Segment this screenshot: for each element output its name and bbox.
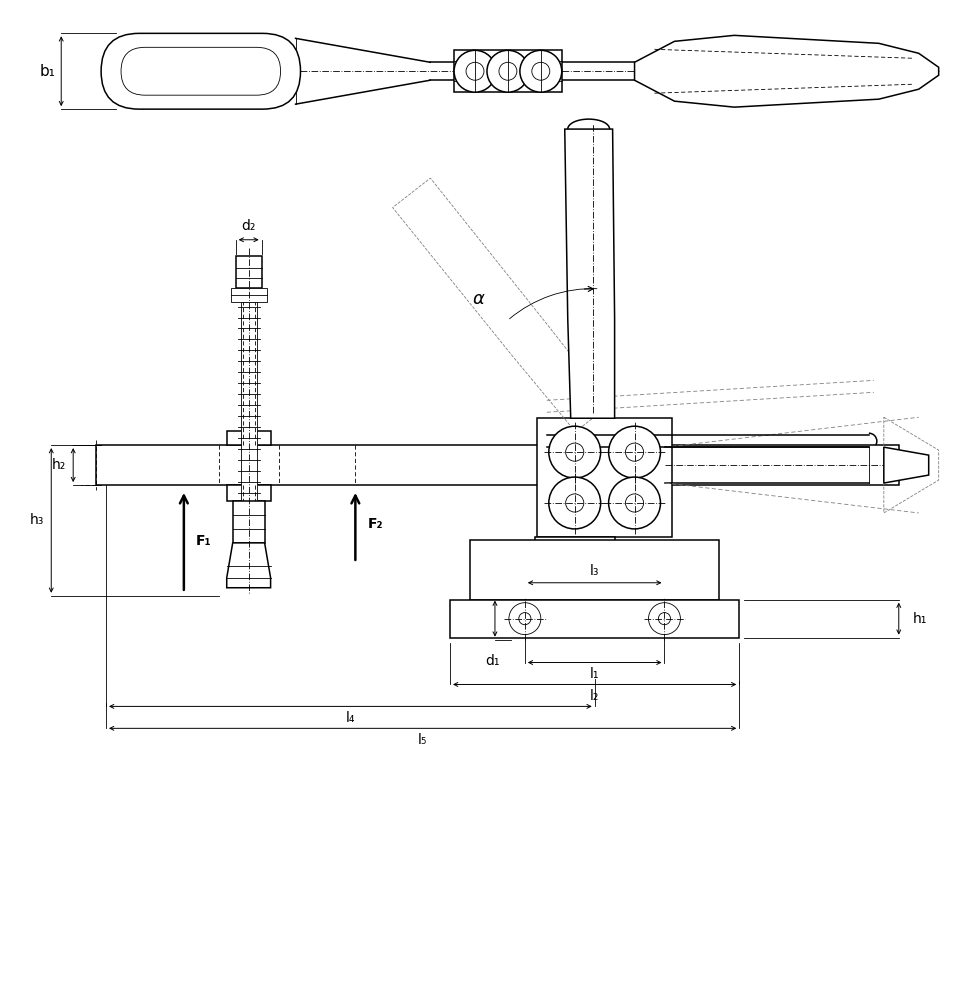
Bar — [450, 600, 739, 638]
Text: h₁: h₁ — [913, 612, 927, 626]
Bar — [454, 50, 562, 92]
Circle shape — [548, 477, 601, 529]
Polygon shape — [634, 35, 939, 107]
Circle shape — [609, 477, 660, 529]
FancyBboxPatch shape — [121, 47, 280, 95]
Bar — [535, 537, 614, 582]
Text: h₃: h₃ — [30, 513, 44, 527]
Text: l₁: l₁ — [590, 667, 599, 681]
Circle shape — [609, 426, 660, 478]
Polygon shape — [565, 129, 614, 418]
Circle shape — [548, 426, 601, 478]
Text: l₂: l₂ — [590, 689, 599, 703]
Text: F₁: F₁ — [196, 534, 211, 548]
Circle shape — [566, 494, 584, 512]
FancyBboxPatch shape — [101, 33, 300, 109]
Bar — [96, 445, 899, 485]
Text: l₃: l₃ — [590, 564, 599, 578]
Text: F₂: F₂ — [367, 517, 383, 531]
Circle shape — [532, 62, 549, 80]
Circle shape — [566, 443, 584, 461]
Circle shape — [626, 494, 644, 512]
Bar — [537, 418, 673, 537]
Circle shape — [499, 62, 517, 80]
Circle shape — [454, 50, 496, 92]
Text: b₁: b₁ — [39, 64, 56, 79]
Bar — [241, 302, 256, 501]
Circle shape — [658, 613, 671, 625]
Bar — [227, 485, 271, 501]
Circle shape — [626, 443, 644, 461]
Text: l₄: l₄ — [345, 711, 355, 725]
Bar — [233, 501, 265, 543]
Polygon shape — [227, 543, 271, 588]
Circle shape — [509, 603, 541, 635]
Circle shape — [466, 62, 484, 80]
Bar — [235, 256, 261, 288]
Circle shape — [487, 50, 529, 92]
Text: α: α — [472, 290, 484, 308]
Bar — [227, 431, 271, 445]
Polygon shape — [884, 447, 928, 483]
Bar — [231, 288, 267, 302]
Circle shape — [649, 603, 680, 635]
Circle shape — [520, 50, 562, 92]
Circle shape — [519, 613, 531, 625]
Text: l₅: l₅ — [418, 733, 428, 747]
Bar — [470, 540, 720, 600]
Text: d₂: d₂ — [241, 219, 256, 233]
Text: d₁: d₁ — [486, 654, 501, 668]
Text: h₂: h₂ — [52, 458, 66, 472]
